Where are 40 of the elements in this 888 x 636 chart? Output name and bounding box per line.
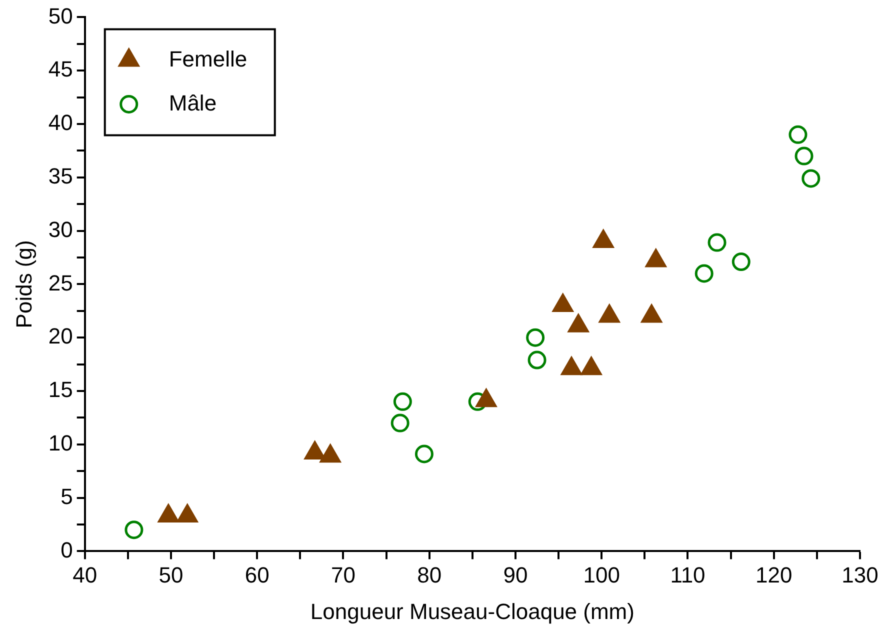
x-tick-label: 100 — [583, 562, 620, 588]
y-tick-label: 0 — [60, 537, 73, 562]
point — [640, 304, 662, 323]
x-tick-label: 50 — [158, 562, 184, 588]
x-tick-label: 130 — [842, 562, 878, 588]
x-tick-label: 120 — [756, 562, 792, 588]
point — [319, 444, 342, 463]
point — [794, 146, 814, 166]
point — [158, 503, 180, 522]
x-tick-label: 80 — [417, 562, 442, 588]
point — [598, 304, 620, 323]
y-tick-label: 5 — [60, 484, 73, 509]
y-tick-label: 45 — [48, 56, 73, 82]
y-tick-label: 50 — [48, 3, 73, 28]
y-tick-label: 40 — [48, 110, 73, 136]
y-tick-label: 20 — [48, 324, 73, 349]
x-axis-title: Longueur Museau-Cloaque (mm) — [310, 598, 634, 624]
point — [176, 503, 198, 522]
point — [694, 264, 714, 283]
y-axis-title: Poids (g) — [11, 240, 36, 328]
point — [580, 356, 602, 376]
point — [552, 293, 574, 312]
y-tick-label: 30 — [48, 216, 73, 242]
point — [732, 252, 750, 272]
y-tick-label: 35 — [48, 163, 73, 188]
legend-label: Mâle — [168, 90, 217, 116]
point — [475, 388, 498, 408]
point — [802, 169, 820, 188]
point — [560, 356, 582, 376]
point — [567, 313, 590, 332]
y-tick-label: 10 — [48, 430, 73, 456]
x-tick-label: 110 — [670, 562, 706, 588]
point — [708, 233, 726, 252]
point — [788, 125, 808, 144]
x-tick-label: 60 — [244, 562, 270, 588]
x-tick-label: 90 — [503, 562, 528, 588]
y-tick-label: 25 — [48, 270, 73, 296]
legend-label: Femelle — [168, 46, 248, 72]
y-tick-label: 15 — [48, 377, 73, 402]
x-tick-label: 70 — [331, 562, 356, 588]
